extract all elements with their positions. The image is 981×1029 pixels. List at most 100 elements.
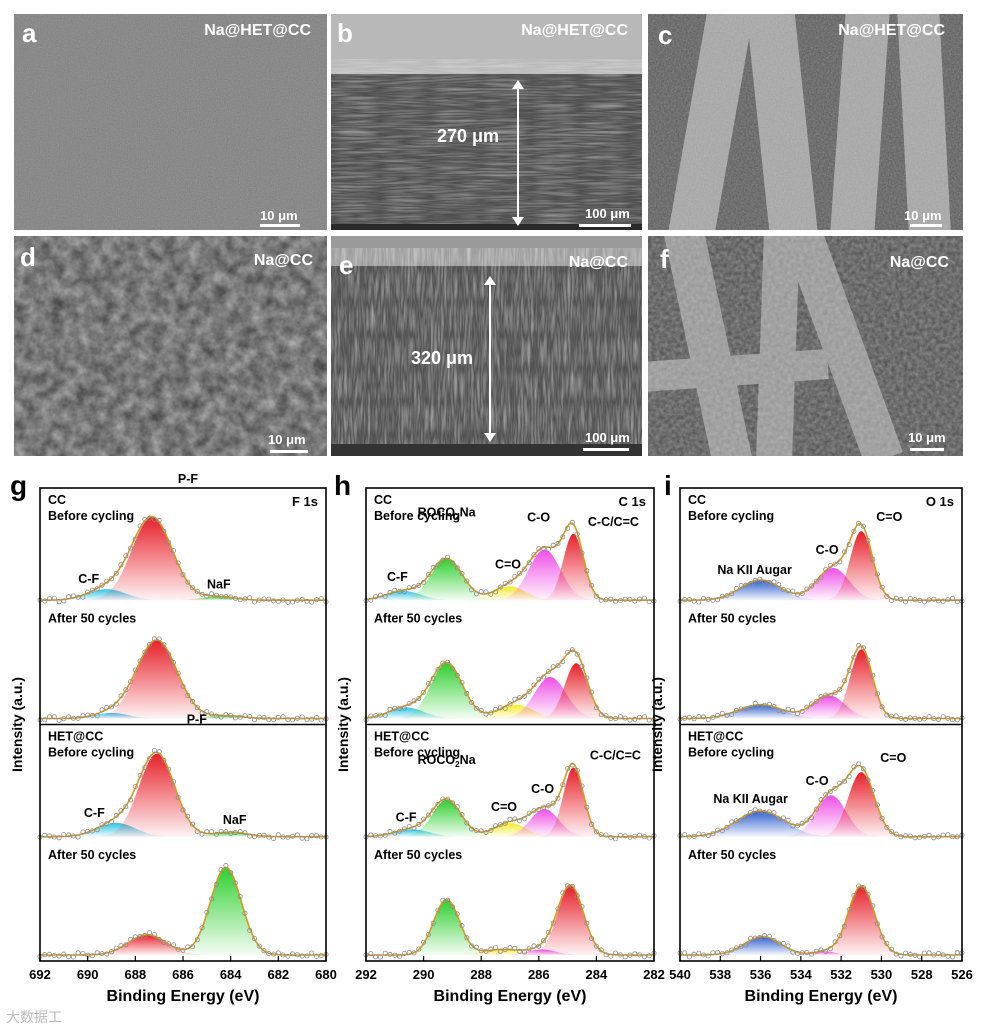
data-point	[574, 531, 580, 537]
data-point	[757, 808, 763, 814]
data-point	[565, 766, 571, 772]
data-point	[945, 597, 951, 603]
data-point	[776, 816, 782, 822]
panel-letter: a	[22, 18, 37, 48]
data-point	[879, 934, 885, 940]
data-point	[232, 830, 238, 836]
data-point	[56, 717, 62, 723]
data-point	[247, 595, 253, 601]
data-point	[94, 950, 100, 956]
data-point	[478, 707, 484, 713]
y-axis-label: Intensity (a.u.)	[649, 677, 665, 772]
data-point	[889, 713, 895, 719]
data-point	[613, 716, 619, 722]
subplot-label: Before cycling	[688, 509, 774, 523]
data-point	[579, 783, 585, 789]
data-point	[247, 833, 253, 839]
data-point	[194, 828, 200, 834]
data-point	[275, 832, 281, 838]
panel-letter: d	[20, 242, 36, 272]
subplot-label: After 50 cycles	[688, 611, 776, 625]
x-tick-label: 690	[77, 967, 99, 982]
data-point	[686, 714, 692, 720]
peak-label: P-F	[187, 713, 208, 727]
data-point	[280, 952, 286, 958]
data-point	[799, 591, 805, 597]
y-axis-label: Intensity (a.u.)	[9, 677, 25, 772]
data-point	[945, 832, 951, 838]
data-point	[377, 954, 383, 960]
data-point	[893, 831, 899, 837]
data-point	[846, 668, 852, 674]
data-point	[185, 813, 191, 819]
data-point	[622, 833, 628, 839]
data-point	[541, 545, 547, 551]
data-point	[161, 528, 167, 534]
data-point	[185, 579, 191, 585]
data-point	[724, 950, 730, 956]
data-point	[598, 712, 604, 718]
data-point	[430, 807, 436, 813]
data-point	[940, 832, 946, 838]
data-point	[469, 700, 475, 706]
data-point	[757, 934, 763, 940]
data-point	[42, 832, 48, 838]
scale-bar-label: 10 μm	[268, 432, 306, 447]
data-point	[142, 765, 148, 771]
data-point	[66, 954, 72, 960]
data-point	[199, 591, 205, 597]
data-point	[256, 714, 262, 720]
data-point	[189, 585, 195, 591]
chart-title: F 1s	[292, 494, 318, 509]
data-point	[526, 560, 532, 566]
data-point	[175, 795, 181, 801]
data-point	[392, 952, 398, 958]
data-point	[517, 570, 523, 576]
data-point	[47, 833, 53, 839]
data-point	[137, 933, 143, 939]
data-point	[696, 950, 702, 956]
data-point	[856, 761, 862, 767]
data-point	[488, 710, 494, 716]
data-point	[715, 597, 721, 603]
data-point	[170, 660, 176, 666]
data-point	[917, 834, 923, 840]
data-point	[569, 647, 575, 653]
data-point	[541, 938, 547, 944]
data-point	[421, 689, 427, 695]
data-point	[401, 826, 407, 832]
peak-component	[366, 885, 654, 955]
fit-envelope	[365, 649, 654, 720]
data-point	[128, 545, 134, 551]
data-point	[622, 596, 628, 602]
data-point	[856, 883, 862, 889]
data-point	[454, 672, 460, 678]
data-point	[61, 951, 67, 957]
data-point	[641, 714, 647, 720]
data-point	[132, 536, 138, 542]
peak-component	[680, 704, 962, 719]
data-point	[795, 711, 801, 717]
scale-bar-label: 10 μm	[260, 208, 298, 223]
data-point	[865, 657, 871, 663]
data-point	[771, 937, 777, 943]
peak-label: Na KII Augar	[717, 563, 792, 577]
data-point	[397, 706, 403, 712]
peak-roco2na	[366, 799, 654, 837]
data-point	[893, 595, 899, 601]
data-point	[842, 923, 848, 929]
data-point	[377, 833, 383, 839]
data-point	[898, 596, 904, 602]
data-point	[936, 950, 942, 956]
data-point	[449, 666, 455, 672]
data-point	[104, 705, 110, 711]
data-point	[142, 932, 148, 938]
data-point	[113, 945, 119, 951]
data-point	[809, 815, 815, 821]
data-point	[512, 945, 518, 951]
data-point	[790, 708, 796, 714]
data-point	[199, 925, 205, 931]
data-point	[536, 943, 542, 949]
data-point	[497, 705, 503, 711]
data-point	[696, 599, 702, 605]
